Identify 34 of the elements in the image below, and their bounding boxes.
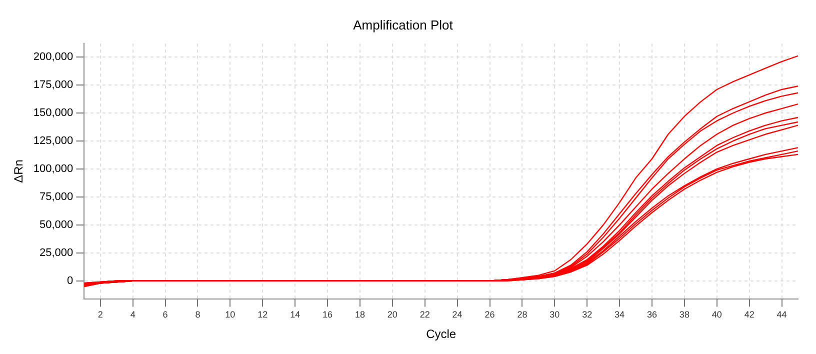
x-tick-label: 18 (354, 310, 365, 320)
x-tick-label: 26 (484, 310, 495, 320)
x-tick-label: 44 (776, 310, 787, 320)
x-tick-label: 38 (679, 310, 690, 320)
x-tick-label: 24 (452, 310, 462, 320)
x-tick-label: 40 (712, 310, 722, 320)
x-tick-label: 12 (258, 310, 268, 320)
y-axis-title: ΔRn (12, 160, 26, 183)
y-tick-label: 50,000 (40, 218, 74, 231)
x-tick-label: 8 (195, 310, 200, 320)
y-tick-label: 75,000 (40, 190, 74, 203)
x-tick-label: 20 (387, 310, 398, 320)
x-tick-label: 34 (614, 310, 625, 320)
x-tick-label: 16 (322, 310, 333, 320)
y-tick-label: 175,000 (33, 79, 74, 92)
y-tick-label: 150,000 (33, 107, 74, 120)
chart-title: Amplification Plot (353, 17, 454, 32)
x-tick-label: 14 (290, 310, 300, 320)
x-tick-label: 42 (744, 310, 754, 320)
x-tick-label: 22 (420, 310, 430, 320)
y-tick-label: 100,000 (33, 162, 74, 175)
x-tick-label: 2 (98, 310, 103, 320)
y-tick-label: 125,000 (33, 135, 74, 148)
x-axis-title: Cycle (426, 327, 456, 342)
y-tick-label: 200,000 (33, 51, 74, 64)
x-tick-label: 36 (646, 310, 657, 320)
y-tick-label: 0 (67, 274, 74, 287)
y-tick-label: 25,000 (40, 246, 74, 259)
x-tick-label: 4 (130, 310, 136, 320)
x-tick-label: 6 (162, 310, 168, 320)
x-tick-label: 28 (517, 310, 528, 320)
x-tick-label: 10 (225, 310, 236, 320)
x-tick-label: 32 (582, 310, 592, 320)
x-tick-label: 30 (550, 310, 560, 320)
